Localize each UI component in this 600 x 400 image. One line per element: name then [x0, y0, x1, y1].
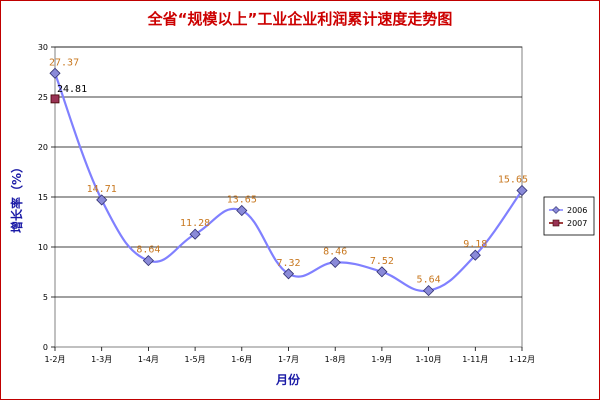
data-label-2006: 13.65: [227, 195, 257, 206]
data-point-2006: [329, 256, 341, 268]
data-point-2006: [189, 228, 201, 240]
y-tick-label: 30: [38, 43, 48, 52]
x-tick-label: 1-9月: [371, 355, 392, 364]
data-point-2006: [96, 194, 108, 206]
x-tick-label: 1-4月: [138, 355, 159, 364]
y-tick-label: 0: [43, 343, 48, 352]
x-tick-label: 1-8月: [325, 355, 346, 364]
y-tick-label: 20: [38, 143, 48, 152]
series-line-2006: [53, 72, 523, 293]
y-tick-label: 15: [38, 193, 48, 202]
data-point-2006: [49, 67, 61, 79]
x-axis-ticks: 1-2月 1-3月 1-4月 1-5月 1-6月 1-7月 1-8月 1-9月 1-10月 1-1…: [44, 347, 535, 364]
data-point-2006: [282, 268, 295, 280]
data-point-2007: [50, 94, 60, 104]
x-tick-label: 1-10月: [416, 355, 442, 364]
y-tick-label: 10: [38, 243, 48, 252]
y-tick-label: 5: [43, 293, 48, 302]
data-label-2006: 27.37: [49, 57, 79, 68]
x-tick-label: 1-7月: [278, 355, 299, 364]
x-tick-label: 1-5月: [185, 355, 206, 364]
data-label-2006: 9.18: [463, 239, 487, 250]
gridlines: [55, 46, 522, 298]
legend-label: 2006: [567, 206, 587, 215]
data-point-2006: [423, 285, 435, 297]
data-label-2006: 7.32: [276, 258, 300, 269]
data-label-2006: 11.28: [180, 218, 210, 229]
data-point-2006: [376, 266, 388, 278]
y-axis-ticks: 0 5 10 15 20 25 30: [38, 43, 55, 352]
legend-label: 2007: [567, 219, 587, 228]
x-tick-label: 1-12月: [509, 355, 535, 364]
data-labels: 27.37 14.71 8.64 11.28 13.65 7.32 8.46 7.52 5.64…: [49, 57, 528, 285]
x-tick-label: 1-11月: [462, 355, 488, 364]
data-point-2006: [142, 255, 154, 267]
x-axis-title: 月份: [275, 372, 301, 387]
series-layer: [49, 67, 528, 297]
data-point-2006: [469, 249, 481, 261]
data-point-2006: [516, 184, 528, 197]
data-label-2006: 15.65: [498, 175, 528, 186]
data-label-2006: 5.64: [417, 275, 441, 286]
x-tick-label: 1-2月: [44, 355, 65, 364]
x-tick-label: 1-6月: [231, 355, 252, 364]
data-point-2006: [236, 204, 248, 217]
data-label-2006: 8.64: [136, 245, 160, 256]
legend-marker: [552, 219, 560, 227]
data-label-2006: 14.71: [87, 184, 117, 195]
x-tick-label: 1-3月: [91, 355, 112, 364]
y-tick-label: 25: [38, 93, 48, 102]
legend-marker: [552, 206, 560, 214]
chart-title: 全省“规模以上”工业企业利润累计速度走势图: [147, 10, 453, 28]
data-label-2006: 8.46: [323, 246, 347, 257]
legend: 2006 2007: [543, 196, 595, 236]
legend-box: [543, 196, 595, 236]
y-axis-title: 增长率（%）: [9, 161, 24, 233]
data-label-2007: 24.81: [57, 84, 87, 95]
data-label-2006: 7.52: [370, 256, 394, 267]
